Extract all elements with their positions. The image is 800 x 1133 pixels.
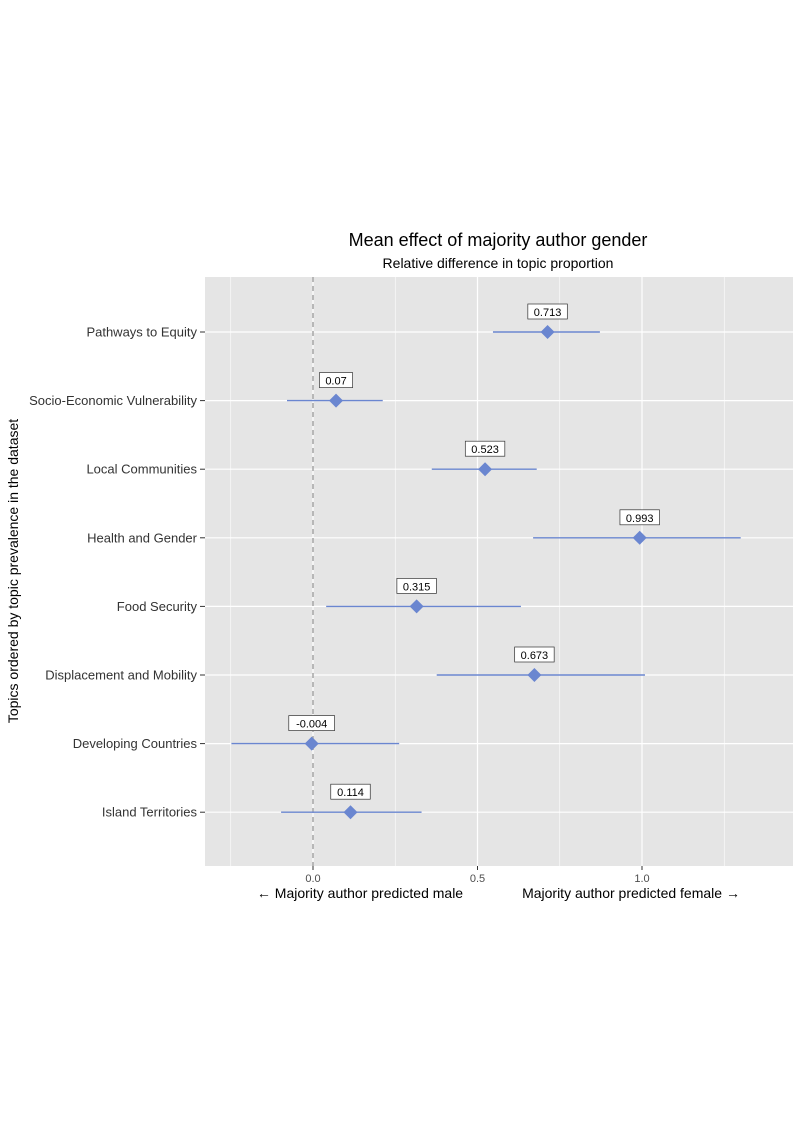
estimate-diamond bbox=[478, 462, 493, 477]
plot-panel bbox=[205, 277, 793, 866]
data-label-box bbox=[330, 783, 371, 800]
data-label-box bbox=[619, 509, 660, 526]
y-tick-label: Local Communities bbox=[86, 462, 197, 477]
data-label: 0.713 bbox=[527, 303, 568, 320]
y-tick-label: Pathways to Equity bbox=[86, 325, 197, 340]
data-label-text: 0.114 bbox=[337, 787, 364, 799]
data-label: -0.004 bbox=[288, 715, 335, 731]
data-label-text: 0.993 bbox=[626, 513, 654, 525]
data-label-box bbox=[396, 578, 437, 594]
data-label-text: 0.315 bbox=[403, 581, 431, 593]
y-tick-label: Food Security bbox=[117, 599, 198, 614]
y-tick-label: Health and Gender bbox=[87, 530, 198, 545]
data-labels: 0.713 0.07 0.523 0.993 0.315 0.673 -0.004 0.114 bbox=[288, 303, 660, 800]
data-label-box bbox=[288, 715, 335, 731]
y-axis-ticks: Pathways to Equity Socio-Economic Vulnera… bbox=[29, 325, 205, 820]
chart-title: Mean effect of majority author gender bbox=[349, 230, 648, 250]
data-label: 0.114 bbox=[330, 783, 371, 800]
estimate-diamond bbox=[540, 325, 555, 339]
data-label-box bbox=[514, 646, 555, 663]
x-axis-label-left: ← Majority author predicted male bbox=[257, 885, 463, 901]
data-label-text: 0.523 bbox=[471, 444, 499, 456]
x-tick-label: 1.0 bbox=[634, 873, 649, 885]
estimate-diamond bbox=[527, 668, 542, 682]
data-label: 0.07 bbox=[319, 372, 353, 388]
estimate-diamond bbox=[409, 599, 424, 614]
y-tick-label: Island Territories bbox=[102, 805, 198, 820]
estimate-diamond bbox=[304, 736, 319, 751]
estimate-points bbox=[304, 325, 647, 820]
data-label-box bbox=[464, 440, 506, 457]
data-label-box bbox=[319, 372, 353, 388]
x-tick-label: 0.5 bbox=[470, 873, 485, 885]
data-label-text: 0.673 bbox=[521, 650, 549, 662]
x-tick-label: 0.0 bbox=[305, 873, 320, 885]
data-label-text: 0.713 bbox=[534, 307, 562, 319]
y-axis-label: Topics ordered by topic prevalence in th… bbox=[5, 419, 21, 723]
data-label: 0.523 bbox=[464, 440, 506, 457]
data-label-box bbox=[527, 303, 568, 320]
estimate-diamond bbox=[632, 530, 647, 545]
data-label: 0.673 bbox=[514, 646, 555, 663]
data-label-text: -0.004 bbox=[296, 719, 327, 731]
y-tick-label: Developing Countries bbox=[73, 736, 198, 751]
data-label: 0.315 bbox=[396, 578, 437, 594]
x-axis-label-right: Majority author predicted female → bbox=[522, 885, 740, 901]
data-label: 0.993 bbox=[619, 509, 660, 526]
y-tick-label: Socio-Economic Vulnerability bbox=[29, 393, 197, 408]
x-axis-ticks: 0.0 0.5 1.0 bbox=[305, 866, 650, 885]
estimate-diamond bbox=[329, 393, 344, 408]
chart-subtitle: Relative difference in topic proportion bbox=[383, 255, 614, 271]
estimate-diamond bbox=[343, 805, 358, 820]
data-label-text: 0.07 bbox=[325, 376, 346, 388]
y-tick-label: Displacement and Mobility bbox=[45, 668, 197, 683]
